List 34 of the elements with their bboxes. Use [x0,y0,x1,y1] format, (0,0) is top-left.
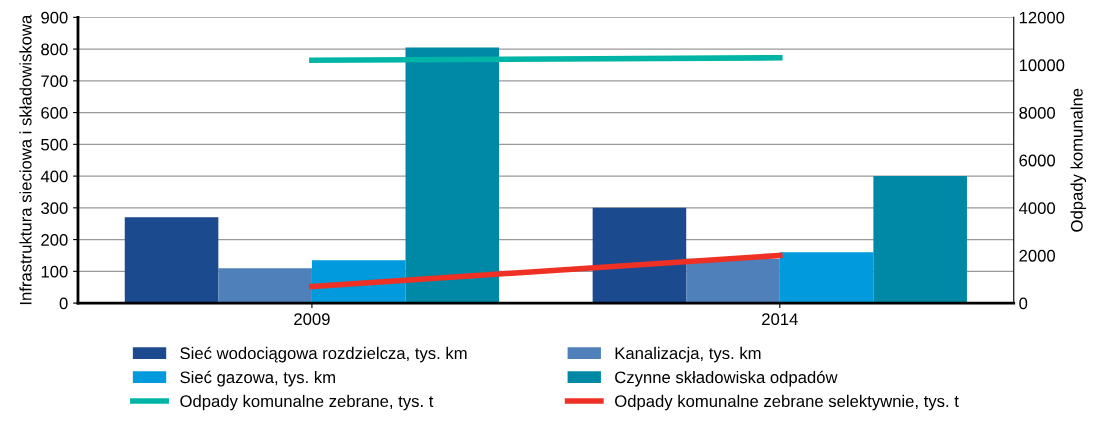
legend-label: Sieć gazowa, tys. km [180,370,335,387]
y-tick-label: 0 [59,297,68,310]
y-tick-label: 100 [41,265,68,278]
y2-tick-label: 6000 [1019,154,1056,167]
legend-label: Sieć wodociągowa rozdzielcza, tys. km [180,346,467,363]
y2-axis-title: Odpady komunalne [1070,88,1087,232]
bar [779,252,874,304]
x-tick-label: 2009 [294,313,330,326]
y-tick-label: 700 [41,75,68,88]
y-tick-label: 800 [41,43,68,56]
legend-label: Kanalizacja, tys. km [615,346,761,363]
bar [218,268,312,304]
bar [686,258,780,304]
y2-tick-label: 12000 [1019,11,1065,24]
legend-label: Odpady komunalne zebrane selektywnie, tys. t [615,394,959,411]
bar [124,217,219,304]
bar [592,207,687,304]
y-tick-label: 400 [40,170,68,183]
y2-tick-label: 2000 [1019,249,1056,262]
y-axis-title: Infrastruktura sieciowa i składowiskowa [19,14,32,305]
y2-tick-label: 0 [1019,297,1028,310]
y-tick-label: 900 [41,11,68,24]
y-tick-label: 300 [41,202,68,215]
legend-label: Odpady komunalne zebrane, tys. t [180,394,434,411]
legend-label: Czynne składowiska odpadów [615,370,838,387]
bar [405,47,500,304]
y-tick-label: 600 [41,106,68,119]
y2-tick-label: 4000 [1018,202,1056,215]
x-tick-label: 2014 [762,313,798,326]
y2-tick-label: 10000 [1019,59,1065,72]
y2-tick-label: 8000 [1019,106,1056,119]
y-tick-label: 200 [41,233,68,246]
bar [873,176,967,304]
y-tick-label: 500 [41,138,68,151]
